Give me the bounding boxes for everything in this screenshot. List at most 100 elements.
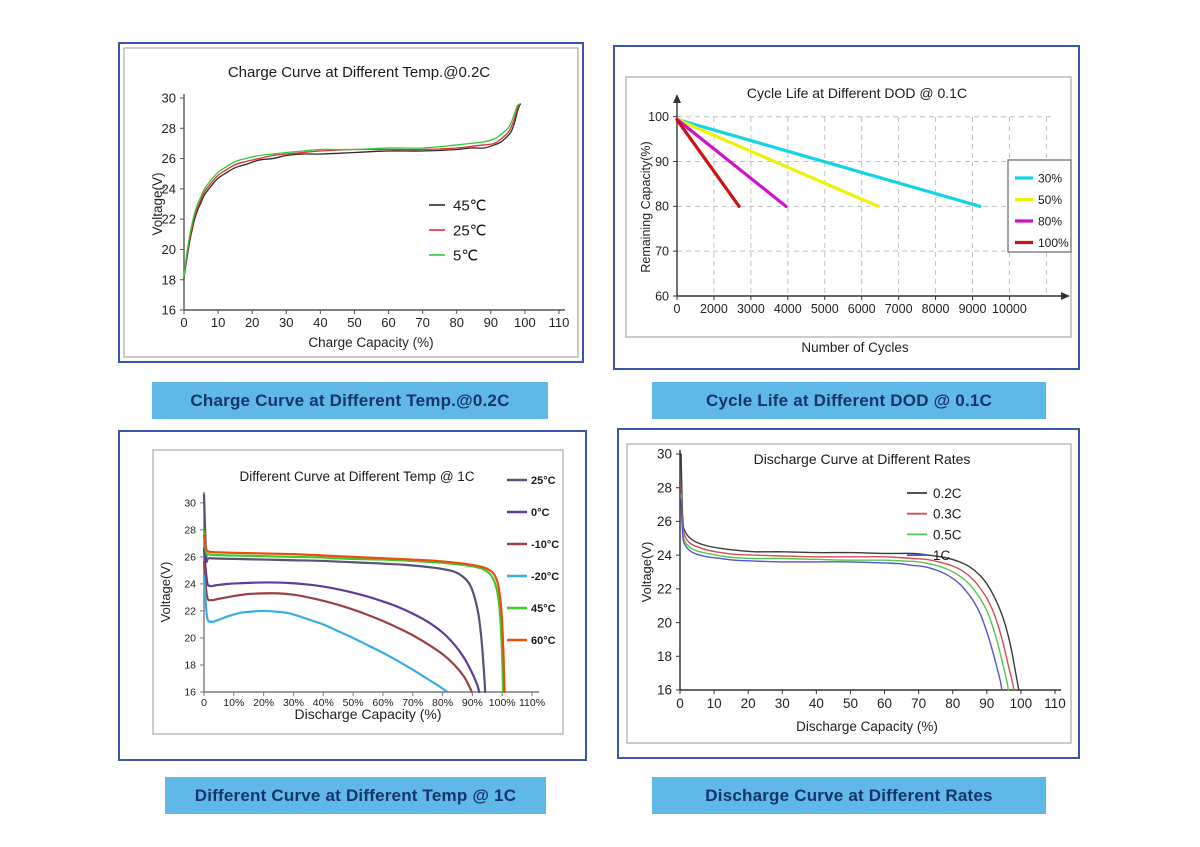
svg-text:24: 24	[184, 579, 196, 591]
svg-text:70%: 70%	[402, 697, 423, 709]
svg-text:2000: 2000	[700, 302, 728, 316]
svg-text:4000: 4000	[774, 302, 802, 316]
svg-text:110%: 110%	[519, 697, 545, 709]
temp-discharge-chart: 0 10% 20% 30% 40% 50% 60% 70% 80% 90% 100% 110% 16 18…	[120, 432, 585, 759]
svg-text:90: 90	[484, 315, 498, 330]
inner-frame	[152, 449, 564, 735]
svg-text:80%: 80%	[432, 697, 453, 709]
svg-text:0: 0	[180, 315, 187, 330]
svg-text:50%: 50%	[343, 697, 364, 709]
series-group	[680, 453, 1020, 691]
series-0°C	[202, 547, 481, 694]
series-group	[675, 117, 982, 208]
chart-title: Charge Curve at Different Temp.@0.2C	[228, 64, 490, 81]
svg-text:70: 70	[655, 245, 669, 259]
cycle_life-svg: 0 2000 3000 4000 5000 6000 7000 8000 9000 10000 60…	[625, 76, 1072, 355]
svg-text:30: 30	[162, 91, 176, 106]
svg-text:20: 20	[657, 615, 672, 630]
x-axis-label: Charge Capacity (%)	[308, 335, 433, 350]
chart-card-cycle-life: 0 2000 3000 4000 5000 6000 7000 8000 9000 10000 60…	[613, 45, 1080, 370]
series-group	[183, 103, 522, 279]
svg-text:16: 16	[184, 687, 196, 699]
svg-text:22: 22	[657, 582, 672, 597]
svg-text:70: 70	[911, 696, 926, 711]
series--10°C	[202, 561, 473, 694]
svg-text:8000: 8000	[922, 302, 950, 316]
svg-text:60: 60	[655, 289, 669, 303]
svg-text:7000: 7000	[885, 302, 913, 316]
svg-text:30: 30	[775, 696, 790, 711]
legend: 0.2C 0.3C 0.5C 1C	[907, 486, 962, 563]
svg-text:0: 0	[674, 302, 681, 316]
chart-card-rate-discharge: 0 10 20 30 40 50 60 70 80 90 100 110 16 18 20 22 24 26 28 3…	[617, 428, 1080, 759]
svg-text:30%: 30%	[1038, 171, 1062, 185]
series-5℃	[183, 103, 521, 278]
svg-text:90: 90	[655, 155, 669, 169]
svg-text:30: 30	[279, 315, 293, 330]
svg-text:50%: 50%	[1038, 193, 1062, 207]
svg-text:50: 50	[843, 696, 858, 711]
svg-text:90: 90	[979, 696, 994, 711]
svg-text:26: 26	[657, 514, 672, 529]
svg-text:80: 80	[655, 200, 669, 214]
svg-text:16: 16	[657, 683, 672, 698]
svg-text:90%: 90%	[462, 697, 483, 709]
svg-text:6000: 6000	[848, 302, 876, 316]
svg-text:20: 20	[741, 696, 756, 711]
svg-text:18: 18	[162, 272, 176, 287]
caption-cycle-life: Cycle Life at Different DOD @ 0.1C	[652, 382, 1046, 419]
series-45℃	[183, 103, 522, 279]
svg-text:100: 100	[1010, 696, 1033, 711]
y-axis-label: Voltage(V)	[158, 562, 173, 623]
svg-text:9000: 9000	[959, 302, 987, 316]
legend: 25°C 0°C -10°C -20°C 45°C 60°C	[507, 475, 559, 647]
svg-text:22: 22	[184, 606, 196, 618]
svg-text:0.2C: 0.2C	[933, 486, 962, 501]
x-axis-label: Number of Cycles	[801, 340, 909, 355]
temp_discharge-svg: 0 10% 20% 30% 40% 50% 60% 70% 80% 90% 100% 110% 16 18…	[152, 449, 564, 735]
svg-text:25°C: 25°C	[531, 475, 556, 487]
svg-text:-20°C: -20°C	[531, 571, 559, 583]
svg-text:20: 20	[162, 242, 176, 257]
svg-text:5℃: 5℃	[453, 247, 478, 264]
axes: 0 10 20 30 40 50 60 70 80 90 100 110 16 18 20 22 24 26 28 3…	[162, 91, 570, 330]
chart-title: Different Curve at Different Temp @ 1C	[239, 469, 474, 484]
svg-text:10%: 10%	[223, 697, 244, 709]
series-25°C	[202, 493, 487, 694]
inner-frame	[123, 47, 579, 358]
series-50%	[675, 117, 880, 208]
svg-text:0.3C: 0.3C	[933, 507, 962, 522]
svg-text:60°C: 60°C	[531, 635, 556, 647]
svg-text:5000: 5000	[811, 302, 839, 316]
caption-charge-curve: Charge Curve at Different Temp.@0.2C	[152, 382, 548, 419]
cycle-life-chart: 0 2000 3000 4000 5000 6000 7000 8000 9000 10000 60…	[615, 47, 1078, 368]
svg-text:40: 40	[809, 696, 824, 711]
svg-text:26: 26	[184, 552, 196, 564]
inner-frame	[625, 76, 1072, 338]
series-45°C	[202, 530, 505, 694]
svg-text:18: 18	[657, 649, 672, 664]
series-30%	[675, 117, 982, 208]
series-80%	[675, 117, 788, 208]
series-0.3C	[680, 487, 1015, 691]
series--20°C	[202, 574, 449, 694]
svg-text:26: 26	[162, 151, 176, 166]
svg-text:0: 0	[201, 697, 207, 709]
y-axis-label: Voltage(V)	[639, 542, 654, 603]
svg-text:0°C: 0°C	[531, 507, 550, 519]
svg-text:20: 20	[184, 633, 196, 645]
chart-title: Cycle Life at Different DOD @ 0.1C	[747, 85, 967, 101]
svg-text:110: 110	[1044, 696, 1066, 711]
svg-text:45℃: 45℃	[453, 197, 487, 214]
svg-text:110: 110	[549, 315, 570, 330]
charge-curve-chart: 0 10 20 30 40 50 60 70 80 90 100 110 16 18 20 22 24 26 28 3…	[120, 44, 582, 361]
inner-frame	[626, 443, 1072, 744]
x-axis-label: Discharge Capacity (%)	[294, 706, 441, 722]
series-25℃	[183, 103, 521, 278]
chart-card-temp-discharge: 0 10% 20% 30% 40% 50% 60% 70% 80% 90% 100% 110% 16 18…	[118, 430, 587, 761]
rate_discharge-svg: 0 10 20 30 40 50 60 70 80 90 100 110 16 18 20 22 24 26 28 3…	[626, 443, 1072, 744]
svg-text:45°C: 45°C	[531, 603, 556, 615]
axes: 0 10 20 30 40 50 60 70 80 90 100 110 16 18 20 22 24 26 28 3…	[657, 447, 1066, 711]
svg-text:0: 0	[676, 696, 684, 711]
